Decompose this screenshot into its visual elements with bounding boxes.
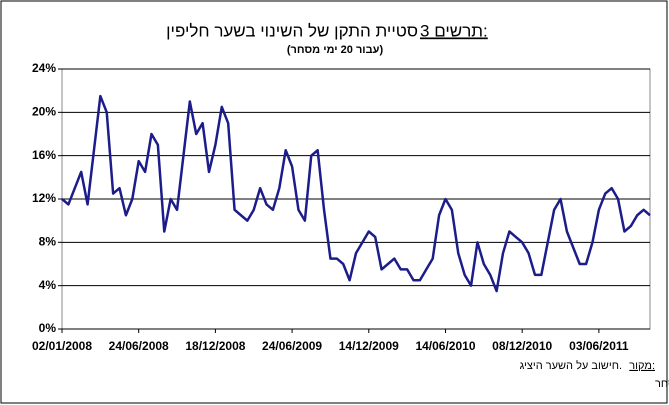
chart-title: סטיית התקן של השינוי בשער חליפין (166, 21, 418, 40)
y-tick-label: 4% (39, 278, 57, 292)
series-line (61, 94, 651, 293)
source-label: מקור: (629, 360, 655, 372)
footnote: * סטיית התקן השנתית של שיעורי השינוי ב-2… (655, 377, 669, 390)
x-tick-label: 14/12/2009 (339, 339, 399, 353)
source: חישוב על השער היציג. (520, 359, 622, 372)
chart-subtitle: (עבור 20 ימי מסחר) (287, 44, 384, 56)
x-tick-label: 24/06/2009 (262, 339, 322, 353)
y-tick-label: 12% (32, 191, 56, 205)
y-tick-label: 0% (39, 321, 57, 335)
y-tick-label: 8% (39, 235, 57, 249)
y-tick-label: 16% (32, 148, 56, 162)
x-tick-label: 14/06/2010 (415, 339, 475, 353)
y-tick-label: 20% (32, 105, 56, 119)
x-tick-label: 08/12/2010 (492, 339, 552, 353)
x-tick-label: 02/01/2008 (32, 339, 92, 353)
chart-title-label: תרשים 3: (420, 21, 488, 40)
x-tick-label: 18/12/2008 (185, 339, 245, 353)
y-tick-label: 24% (32, 61, 56, 75)
x-tick-label: 24/06/2008 (109, 339, 169, 353)
x-tick-label: 03/06/2011 (569, 339, 629, 353)
